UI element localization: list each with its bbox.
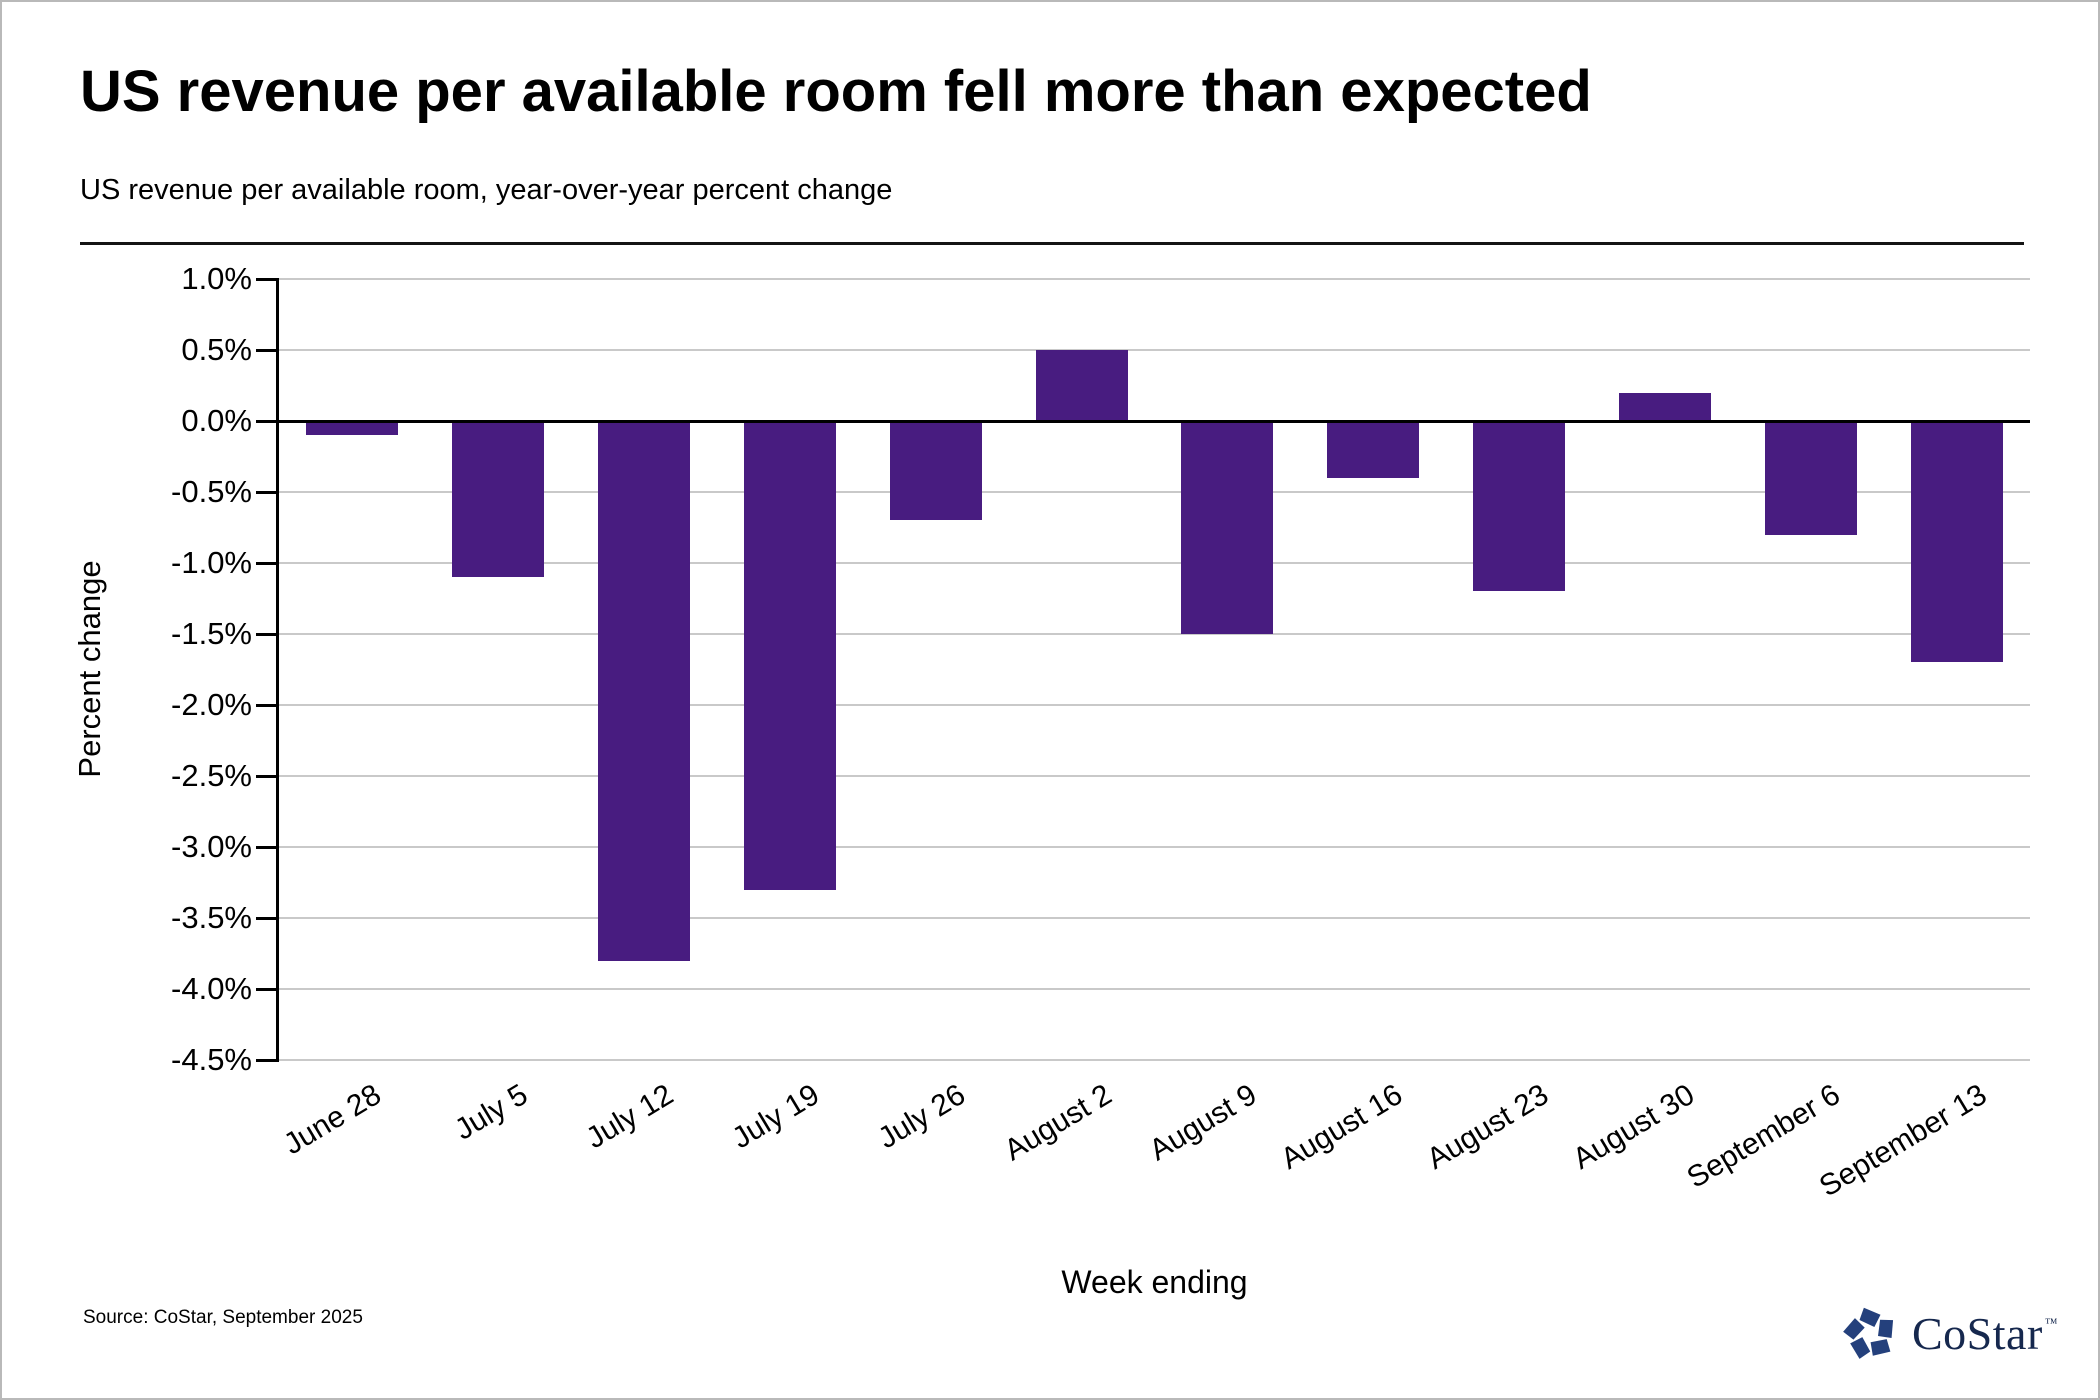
- y-axis-tick: [256, 1058, 277, 1062]
- y-axis-tick: [256, 277, 277, 281]
- costar-logo-text: CoStar ™: [1912, 1308, 2058, 1359]
- x-axis-title: Week ending: [1061, 1264, 1248, 1300]
- y-axis-tick: [256, 845, 277, 849]
- x-tick-label: August 30: [1567, 1078, 1700, 1176]
- trademark-symbol: ™: [2044, 1314, 2058, 1330]
- gridline: [279, 349, 2030, 351]
- y-tick-label: -1.5%: [171, 616, 252, 651]
- header-divider: [80, 242, 2024, 245]
- bar-september-13: [1911, 421, 2003, 662]
- y-tick-label: -4.5%: [171, 1042, 252, 1077]
- x-tick-label: August 2: [998, 1078, 1117, 1168]
- zero-axis-line: [279, 419, 2030, 423]
- y-tick-label: -0.5%: [171, 474, 252, 509]
- bar-july-12: [598, 421, 690, 961]
- gridline: [279, 562, 2030, 564]
- y-tick-label: 1.0%: [181, 261, 252, 296]
- y-axis-tick: [256, 490, 277, 494]
- y-tick-label: 0.5%: [181, 332, 252, 367]
- y-axis-tick: [256, 561, 277, 565]
- bar-august-23: [1473, 421, 1565, 591]
- x-tick-label: July 19: [726, 1078, 825, 1156]
- x-tick-label: August 9: [1143, 1078, 1262, 1168]
- gridline: [279, 917, 2030, 919]
- y-axis-line: [276, 277, 279, 1062]
- y-tick-label: -4.0%: [171, 971, 252, 1006]
- costar-pinwheel-icon: [1842, 1307, 1898, 1362]
- gridline: [279, 988, 2030, 990]
- x-tick-label: July 12: [580, 1078, 679, 1156]
- gridline: [279, 633, 2030, 635]
- source-text: Source: CoStar, September 2025: [83, 1307, 363, 1328]
- bar-august-30: [1619, 393, 1711, 421]
- y-tick-label: -2.0%: [171, 687, 252, 722]
- gridline: [279, 775, 2030, 777]
- bar-july-5: [452, 421, 544, 577]
- y-axis-tick: [256, 632, 277, 636]
- x-tick-label: July 26: [872, 1078, 971, 1156]
- gridline: [279, 704, 2030, 706]
- x-tick-label: July 5: [448, 1078, 533, 1147]
- bar-september-6: [1765, 421, 1857, 535]
- bar-july-26: [890, 421, 982, 520]
- gridline: [279, 491, 2030, 493]
- y-axis-tick: [256, 987, 277, 991]
- bar-july-19: [744, 421, 836, 890]
- x-tick-label: August 23: [1421, 1078, 1554, 1176]
- bar-august-9: [1181, 421, 1273, 634]
- gridline: [279, 846, 2030, 848]
- y-axis-tick: [256, 703, 277, 707]
- bar-august-2: [1036, 350, 1128, 421]
- costar-logo: CoStar ™: [1842, 1306, 2058, 1362]
- bar-june-28: [306, 421, 398, 435]
- chart-title: US revenue per available room fell more …: [80, 59, 1592, 124]
- y-tick-label: -2.5%: [171, 758, 252, 793]
- y-tick-label: -1.0%: [171, 545, 252, 580]
- x-tick-label: June 28: [278, 1078, 387, 1162]
- y-axis-tick: [256, 348, 277, 352]
- chart-subtitle: US revenue per available room, year-over…: [80, 174, 893, 206]
- gridline: [279, 1059, 2030, 1061]
- y-tick-label: -3.0%: [171, 829, 252, 864]
- x-tick-label: August 16: [1275, 1078, 1408, 1176]
- gridline: [279, 278, 2030, 280]
- y-tick-label: 0.0%: [181, 403, 252, 438]
- y-axis-tick: [256, 916, 277, 920]
- bar-august-16: [1327, 421, 1419, 478]
- costar-wordmark: CoStar: [1912, 1308, 2043, 1359]
- y-axis-tick: [256, 774, 277, 778]
- y-axis-tick: [256, 419, 277, 423]
- y-tick-label: -3.5%: [171, 900, 252, 935]
